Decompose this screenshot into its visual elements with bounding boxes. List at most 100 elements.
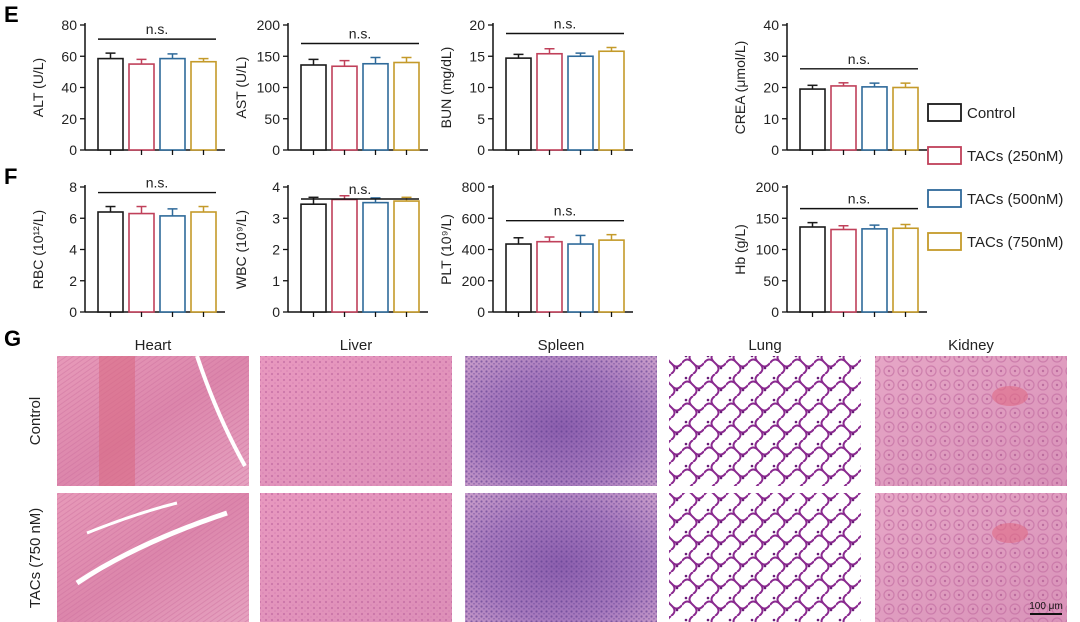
y-tick-label: 5 bbox=[477, 111, 485, 127]
significance-label: n.s. bbox=[146, 21, 169, 37]
bar-control bbox=[300, 203, 327, 313]
legend-swatch bbox=[927, 146, 962, 165]
y-tick-label: 150 bbox=[257, 48, 281, 64]
y-tick-label: 0 bbox=[272, 142, 280, 158]
y-tick-label: 50 bbox=[264, 111, 280, 127]
tile-texture bbox=[669, 356, 861, 486]
chart-7: 0 200 400 600 800 PLT (10⁹/L) n.s. bbox=[438, 179, 633, 320]
significance-label: n.s. bbox=[554, 203, 577, 219]
bar-tacs-750nm- bbox=[190, 60, 217, 151]
legend-label: TACs (750nM) bbox=[967, 234, 1063, 251]
y-tick-label: 800 bbox=[462, 179, 486, 195]
bar-tacs-750nm- bbox=[892, 227, 919, 313]
row-label-1: TACs (750 nM) bbox=[27, 508, 44, 609]
tile-texture bbox=[260, 356, 452, 486]
tissue-gap bbox=[86, 501, 178, 535]
bar-control bbox=[97, 211, 124, 313]
y-tick-label: 0 bbox=[69, 142, 77, 158]
y-tick-label: 200 bbox=[257, 17, 281, 33]
y-tick-label: 100 bbox=[756, 242, 780, 258]
y-tick-label: 15 bbox=[469, 48, 485, 64]
bar-tacs-750nm- bbox=[190, 211, 217, 313]
legend-swatch bbox=[927, 103, 962, 122]
organ-label-heart: Heart bbox=[135, 337, 173, 354]
y-tick-label: 6 bbox=[69, 210, 77, 226]
legend: Control TACs (250nM) TACs (500nM) TACs (750… bbox=[927, 103, 1063, 251]
y-tick-label: 30 bbox=[763, 48, 779, 64]
chart-8: 0 50 100 150 200 Hb (g/L) n.s. bbox=[732, 179, 927, 320]
tile-texture bbox=[57, 493, 249, 622]
y-tick-label: 0 bbox=[272, 304, 280, 320]
y-tick-label: 0 bbox=[477, 142, 485, 158]
histology-tile-kidney-tacs bbox=[875, 493, 1067, 622]
bar-tacs-250nm- bbox=[830, 228, 857, 313]
histology-tile-lung-control bbox=[669, 356, 861, 486]
y-tick-label: 10 bbox=[763, 111, 779, 127]
panel-letter-f: F bbox=[4, 164, 17, 189]
y-axis-label: AST (U/L) bbox=[233, 57, 249, 119]
y-tick-label: 20 bbox=[469, 17, 485, 33]
bar-tacs-500nm- bbox=[861, 228, 888, 313]
y-tick-label: 8 bbox=[69, 179, 77, 195]
y-tick-label: 50 bbox=[763, 273, 779, 289]
y-tick-label: 4 bbox=[272, 179, 280, 195]
bar-tacs-500nm- bbox=[567, 55, 594, 151]
significance-label: n.s. bbox=[848, 51, 871, 67]
histology-tile-lung-tacs bbox=[669, 493, 861, 622]
y-tick-label: 60 bbox=[61, 48, 77, 64]
tile-texture bbox=[260, 493, 452, 622]
bar-tacs-750nm- bbox=[892, 86, 919, 151]
y-tick-label: 400 bbox=[462, 242, 486, 258]
legend-label: Control bbox=[967, 105, 1015, 122]
row-label-0: Control bbox=[27, 397, 44, 445]
y-tick-label: 3 bbox=[272, 210, 280, 226]
histology-panel: Heart Liver Spleen Lung Kidney Control TACs (7… bbox=[27, 337, 1067, 622]
chart-5: 0 2 4 6 8 RBC (10¹²/L) n.s. bbox=[30, 175, 225, 320]
chart-4: 0 10 20 30 40 CREA (μmol/L) n.s. bbox=[732, 17, 927, 158]
bar-tacs-500nm- bbox=[362, 62, 389, 151]
bar-tacs-250nm- bbox=[331, 65, 358, 151]
legend-swatch bbox=[927, 189, 962, 208]
chart-3: 0 5 10 15 20 BUN (mg/dL) n.s. bbox=[438, 16, 633, 158]
y-tick-label: 1 bbox=[272, 273, 280, 289]
panel-letter-e: E bbox=[4, 2, 19, 27]
significance-label: n.s. bbox=[146, 175, 169, 191]
bar-control bbox=[799, 226, 826, 313]
vessel-region bbox=[99, 356, 135, 486]
histology-tile-heart-tacs bbox=[57, 493, 249, 622]
tile-texture bbox=[669, 493, 861, 622]
bar-tacs-250nm- bbox=[536, 240, 563, 313]
y-tick-label: 40 bbox=[61, 80, 77, 96]
histology-tile-spleen-tacs bbox=[465, 493, 657, 622]
y-tick-label: 80 bbox=[61, 17, 77, 33]
y-tick-label: 600 bbox=[462, 210, 486, 226]
y-tick-label: 2 bbox=[69, 273, 77, 289]
y-tick-label: 150 bbox=[756, 210, 780, 226]
bar-tacs-250nm- bbox=[830, 85, 857, 151]
y-tick-label: 40 bbox=[763, 17, 779, 33]
y-axis-label: CREA (μmol/L) bbox=[732, 41, 748, 135]
tissue-gap bbox=[195, 355, 247, 467]
bar-control bbox=[799, 88, 826, 151]
histology-tile-spleen-control bbox=[465, 356, 657, 486]
significance-label: n.s. bbox=[349, 26, 372, 42]
bar-tacs-250nm- bbox=[331, 198, 358, 313]
bar-control bbox=[300, 64, 327, 151]
significance-label: n.s. bbox=[554, 16, 577, 32]
scale-bar-label: 100 μm bbox=[1029, 601, 1063, 612]
bar-tacs-500nm- bbox=[567, 243, 594, 313]
y-axis-label: RBC (10¹²/L) bbox=[30, 210, 46, 289]
y-tick-label: 2 bbox=[272, 242, 280, 258]
tile-texture bbox=[875, 493, 1067, 622]
significance-label: n.s. bbox=[848, 191, 871, 207]
bar-tacs-250nm- bbox=[128, 212, 155, 313]
y-tick-label: 0 bbox=[771, 142, 779, 158]
significance-label: n.s. bbox=[349, 181, 372, 197]
y-axis-label: BUN (mg/dL) bbox=[438, 47, 454, 129]
y-tick-label: 0 bbox=[69, 304, 77, 320]
bar-tacs-750nm- bbox=[598, 50, 625, 151]
bar-tacs-250nm- bbox=[536, 52, 563, 151]
bar-tacs-750nm- bbox=[393, 61, 420, 151]
bar-tacs-500nm- bbox=[861, 86, 888, 151]
